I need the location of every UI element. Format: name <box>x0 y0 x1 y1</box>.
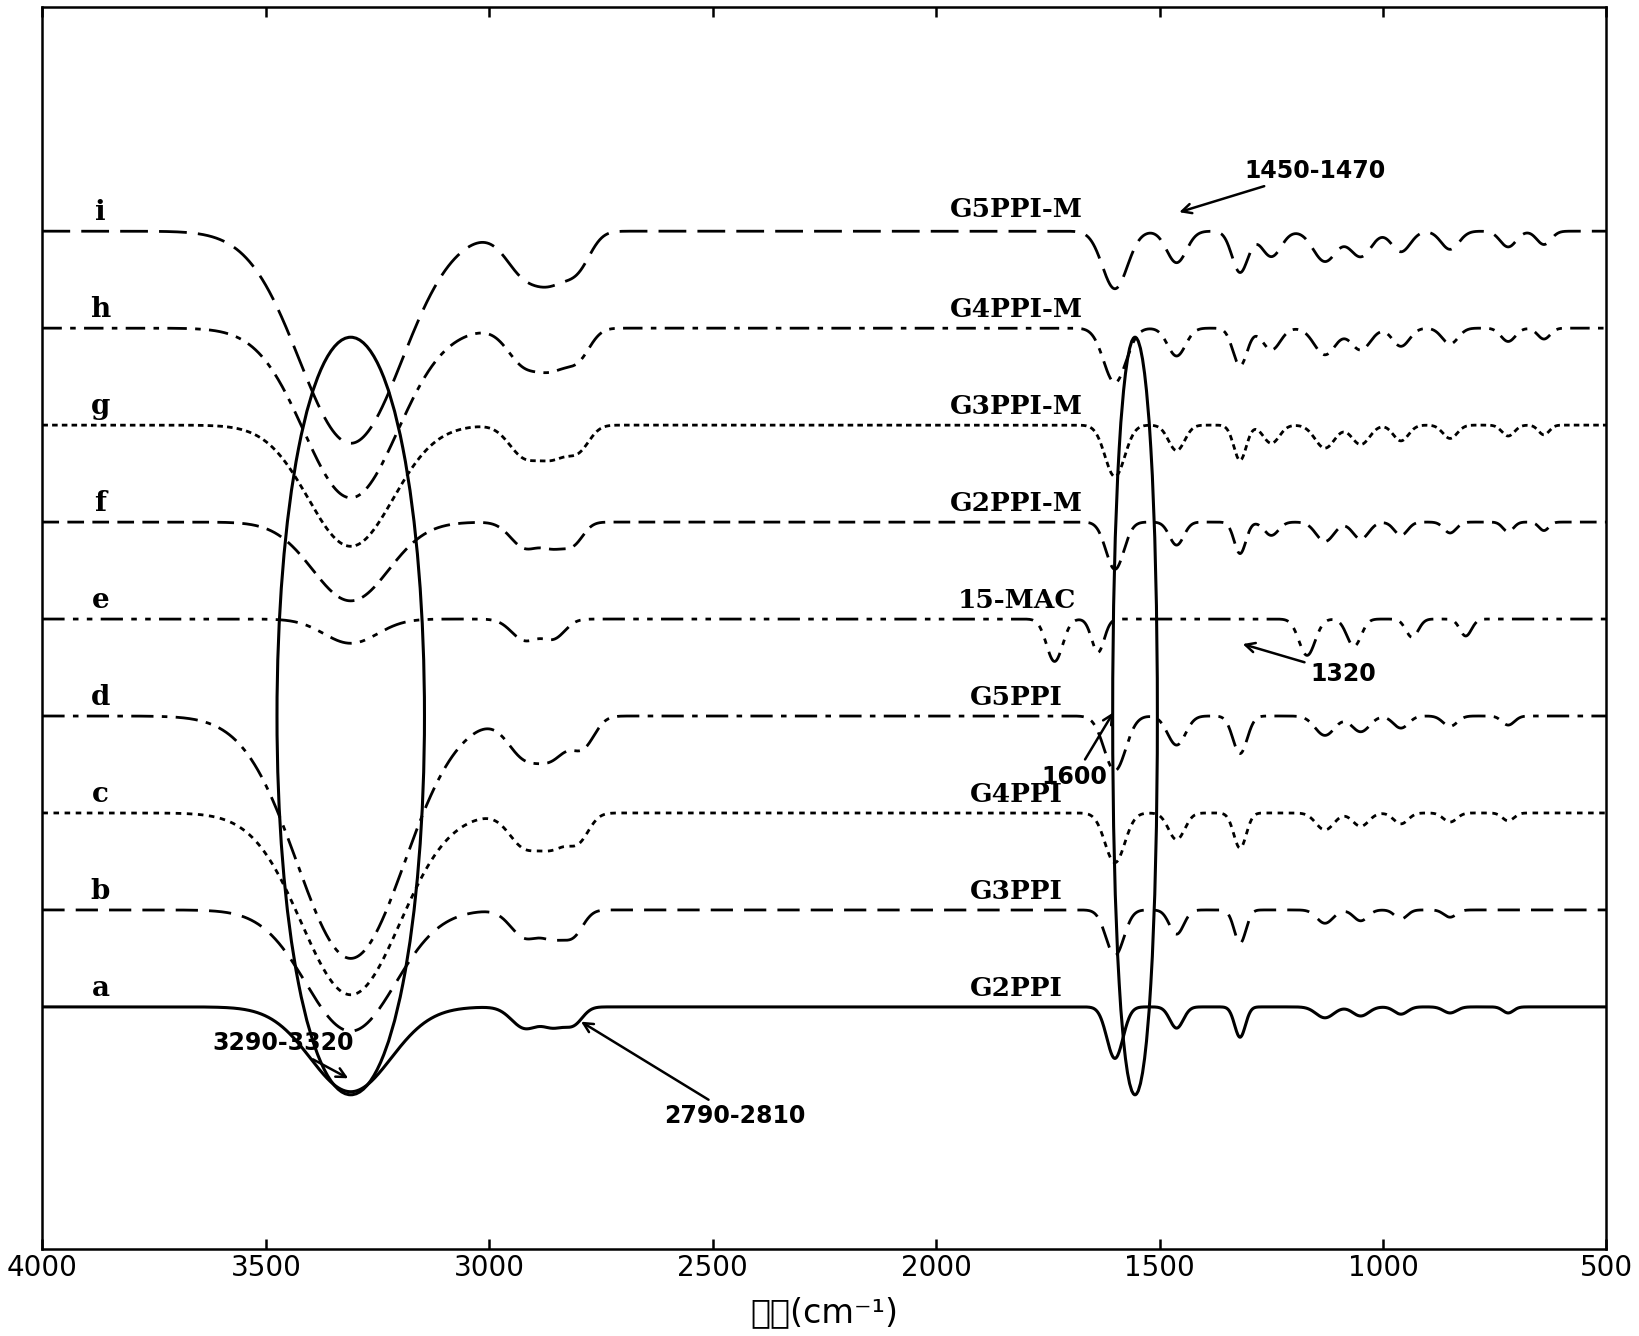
Text: G5PPI: G5PPI <box>970 685 1062 709</box>
Text: f: f <box>95 490 107 517</box>
Text: d: d <box>90 684 110 711</box>
Text: b: b <box>90 878 110 904</box>
Text: G4PPI-M: G4PPI-M <box>949 297 1082 322</box>
Text: 1450-1470: 1450-1470 <box>1182 159 1385 214</box>
Text: 3290-3320: 3290-3320 <box>211 1031 354 1077</box>
Text: G4PPI: G4PPI <box>970 782 1062 807</box>
Text: 1320: 1320 <box>1244 643 1375 685</box>
Text: G2PPI-M: G2PPI-M <box>949 492 1082 516</box>
Text: 15-MAC: 15-MAC <box>957 588 1075 613</box>
Text: 1600: 1600 <box>1041 715 1111 788</box>
Text: G5PPI-M: G5PPI-M <box>949 198 1082 222</box>
Text: a: a <box>92 975 110 1002</box>
Text: g: g <box>90 393 110 421</box>
Text: h: h <box>90 297 110 323</box>
Text: G3PPI-M: G3PPI-M <box>949 394 1082 420</box>
Text: G2PPI: G2PPI <box>970 975 1062 1001</box>
X-axis label: 波数(cm⁻¹): 波数(cm⁻¹) <box>751 1296 898 1329</box>
Text: G3PPI: G3PPI <box>970 879 1062 904</box>
Text: 2790-2810: 2790-2810 <box>583 1023 805 1128</box>
Text: c: c <box>92 782 108 808</box>
Text: i: i <box>95 199 107 226</box>
Text: e: e <box>92 588 110 615</box>
